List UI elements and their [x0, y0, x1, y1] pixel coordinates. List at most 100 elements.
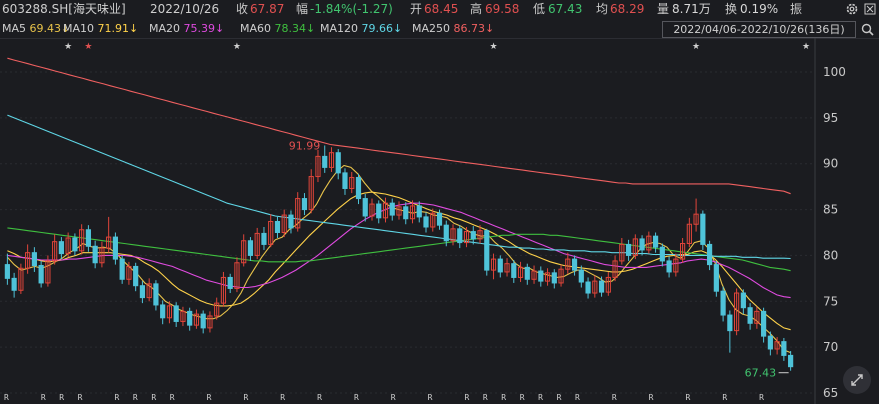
grid-lines [0, 38, 816, 404]
candle-body [200, 313, 206, 329]
ma-legend-label: MA120 [320, 22, 362, 35]
candle-body [79, 229, 85, 252]
high-price-annotation: 91.99 [289, 139, 321, 152]
candle-body [619, 243, 625, 262]
candle-body [106, 236, 112, 249]
candle-body [788, 354, 794, 368]
y-tick-label: 95 [823, 111, 838, 125]
candle-body [72, 237, 78, 252]
candle-body [409, 205, 416, 220]
candles [4, 145, 794, 371]
candle-body [450, 228, 456, 242]
candle-body [436, 212, 443, 226]
candle-body [349, 176, 355, 189]
candle-body [25, 252, 31, 269]
low-price-annotation: 67.43 [745, 367, 777, 380]
candle-body [747, 307, 753, 324]
date-range-box[interactable]: 2022/04/06-2022/10/26(136日) [662, 21, 856, 38]
candle-body [504, 263, 510, 273]
candle-body [740, 292, 746, 309]
y-tick-label: 85 [823, 203, 838, 217]
candle-body [247, 240, 254, 256]
candle-body [180, 310, 186, 322]
candle-body [565, 258, 571, 270]
candle-body [605, 276, 611, 293]
open-label: 开 [410, 2, 423, 16]
star-marker: ★ [64, 42, 72, 52]
candle-body [538, 270, 544, 282]
search-icon[interactable] [858, 21, 876, 38]
candle-body [133, 265, 139, 287]
bottom-r-markers: R RRR RRRR R R R R R R R RRRRRRR R R R R… [4, 393, 764, 402]
candle-body [173, 305, 179, 322]
high-label: 高 [470, 2, 483, 16]
candle-body [335, 152, 341, 174]
settings-icon[interactable] [843, 0, 861, 18]
candle-body [328, 152, 335, 168]
candle-body [58, 241, 64, 255]
star-marker: ★ [84, 42, 92, 52]
candle-body [484, 230, 490, 271]
candle-body [639, 238, 645, 251]
candle-body [207, 315, 213, 329]
candle-body [544, 272, 551, 282]
star-marker: ★ [802, 42, 810, 52]
candle-body [646, 235, 652, 251]
ma-legend-value: 79.66↓ [361, 22, 403, 35]
candle-body [457, 228, 463, 244]
candle-body [153, 283, 159, 306]
y-tick-label: 100 [823, 65, 846, 79]
candle-body [578, 269, 584, 283]
candle-body [308, 176, 314, 211]
ma-legend-label: MA10 [63, 22, 98, 35]
ma-line-ma120 [7, 114, 791, 260]
candle-body [31, 252, 37, 267]
candle-body [625, 243, 632, 256]
candle-body [524, 266, 530, 280]
avg-value: 68.29 [610, 2, 645, 16]
candle-body [403, 206, 409, 220]
top-star-markers: ★ ★ ★ ★ ★ ★ [64, 42, 810, 52]
ma-legend-label: MA250 [412, 22, 454, 35]
candle-body [592, 280, 598, 294]
candle-body [112, 236, 119, 260]
candle-body [295, 198, 301, 229]
candle-body [430, 212, 436, 228]
candle-body [720, 290, 726, 316]
ma-legend-value: 71.91↓ [97, 22, 139, 35]
ma-legend-value: 75.39↓ [183, 22, 225, 35]
moving-average-legend: MA5 69.43↓ MA10 71.91↓ MA20 75.39↓ MA60 78.… [0, 20, 879, 38]
candle-body [281, 214, 287, 233]
ma-legend-label: MA20 [149, 22, 184, 35]
change-label: 幅 [296, 2, 309, 16]
candle-body [274, 220, 281, 234]
candle-body [700, 213, 706, 245]
close-label: 收 [236, 2, 249, 16]
candle-body [342, 172, 348, 189]
open-value: 68.45 [424, 2, 459, 16]
candle-body [632, 238, 638, 256]
candle-body [470, 231, 476, 240]
candle-body [463, 231, 470, 244]
candle-body [477, 230, 483, 240]
y-tick-label: 90 [823, 157, 838, 171]
candle-body [92, 245, 98, 264]
avg-label: 均 [596, 2, 609, 16]
candlestick-chart[interactable]: 65 70 75 80 85 90 95 100 ★ ★ ★ ★ ★ ★ R RRR RRRR R R … [0, 38, 879, 404]
expand-icon[interactable] [843, 366, 871, 394]
close-value: 67.87 [250, 2, 285, 16]
ma-legend-ma10: MA10 71.91↓ [63, 21, 138, 37]
candle-body [65, 237, 71, 255]
ma-legend-value: 86.73↓ [453, 22, 495, 35]
candle-body [119, 258, 125, 280]
high-value: 69.58 [485, 2, 520, 16]
low-value: 67.43 [548, 2, 583, 16]
ma-legend-ma250: MA250 86.73↓ [412, 21, 494, 37]
candle-body [85, 229, 91, 247]
candle-body [679, 243, 686, 260]
y-axis: 65 70 75 80 85 90 95 100 [823, 65, 846, 400]
candle-body [146, 283, 152, 299]
candle-body [598, 280, 605, 293]
close-panel-icon[interactable] [861, 0, 879, 18]
r-marker-row: R RRR RRRR R R R R R R R RRRRRRR R R R R… [4, 393, 764, 402]
